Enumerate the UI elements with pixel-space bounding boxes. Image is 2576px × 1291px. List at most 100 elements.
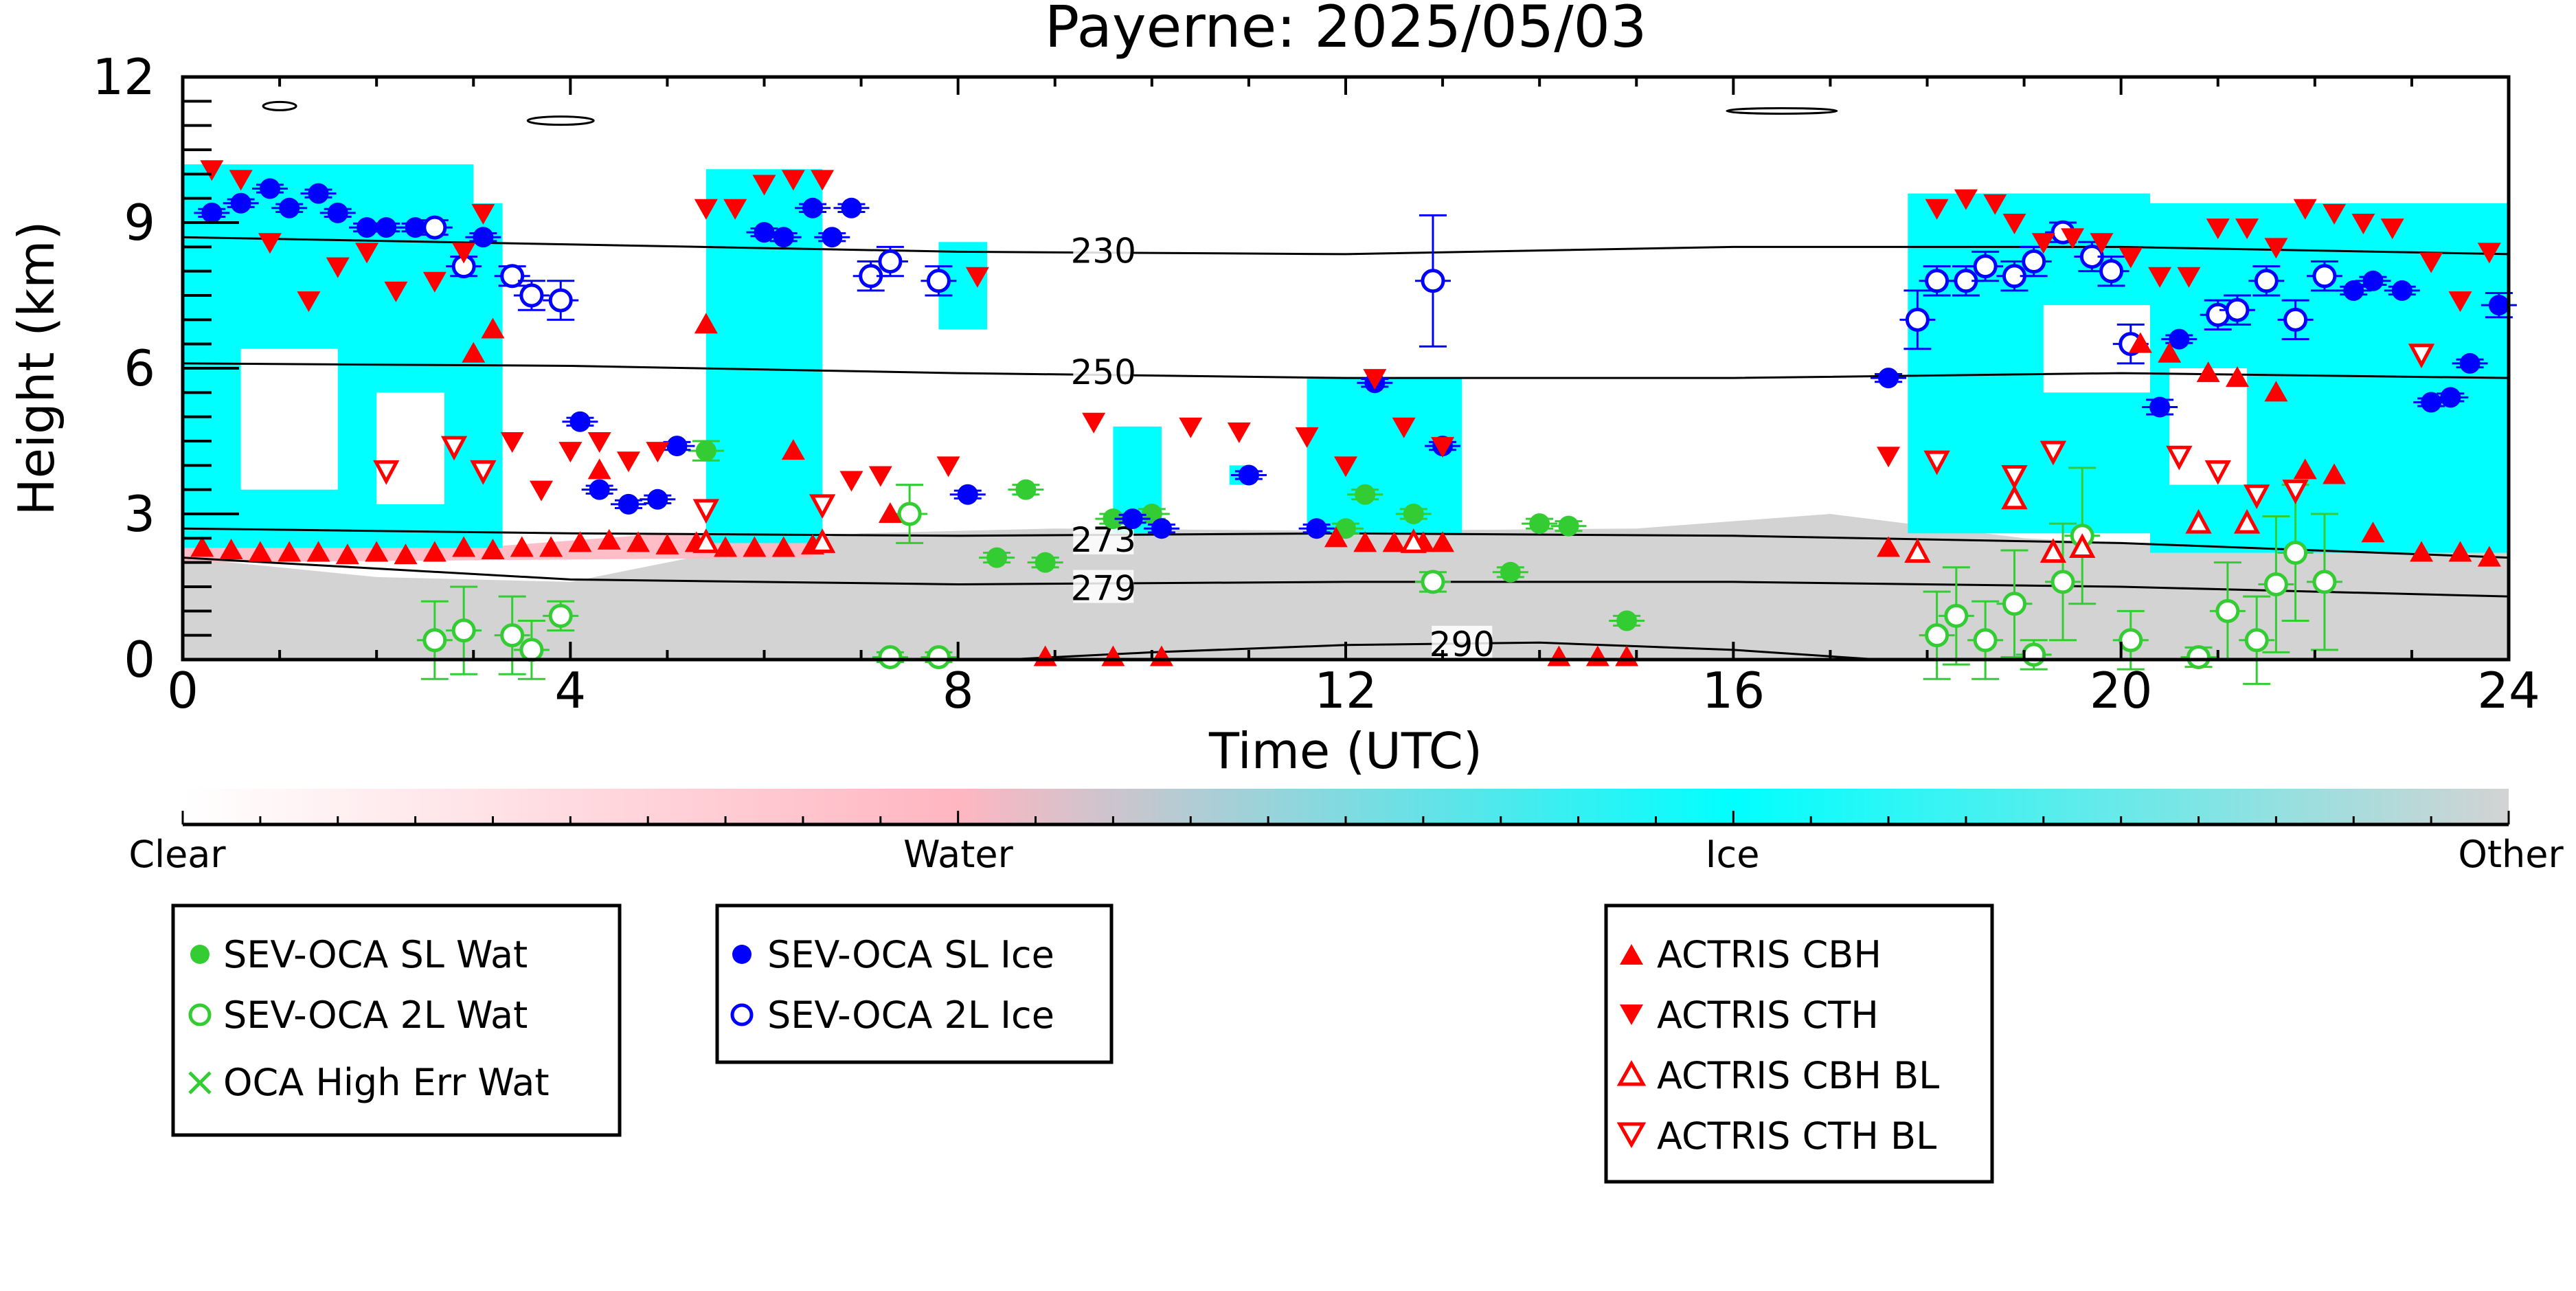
legend-marker-2l-wat [188, 1003, 212, 1026]
x-tick-label: 4 [554, 662, 586, 719]
data-point [2022, 642, 2046, 667]
data-point [1954, 189, 1978, 210]
data-point [405, 217, 426, 238]
data-point [2099, 259, 2124, 284]
data-point [965, 267, 989, 288]
data-point [1925, 623, 1950, 648]
data-point [2244, 628, 2269, 653]
data-point [2001, 484, 2028, 510]
data-series [190, 160, 2517, 685]
data-point [2148, 267, 2172, 288]
data-point [986, 547, 1008, 568]
isotherm-label-bg [1073, 232, 1134, 266]
data-point [422, 215, 447, 240]
data-point [2022, 249, 2046, 274]
data-point [2351, 214, 2375, 234]
data-point [2293, 458, 2317, 480]
data-point [1306, 518, 1327, 539]
data-point [229, 170, 253, 191]
data-point [714, 536, 738, 557]
curtain-clear-gap [376, 392, 444, 504]
series-actris-cth [200, 160, 2501, 502]
data-point [1925, 269, 1950, 293]
data-point [926, 644, 951, 669]
data-point [248, 541, 272, 562]
legend-label-sl-ice: SEV-OCA SL Ice [767, 933, 1054, 976]
legend-marker-sl-wat [190, 945, 210, 964]
curtain-clear-gap [240, 348, 338, 490]
high-cloud-outline [1726, 106, 1838, 115]
legend-label-sl-wat: SEV-OCA SL Wat [223, 933, 528, 976]
data-point [1238, 464, 1259, 486]
data-point [1877, 536, 1901, 557]
data-point [809, 528, 836, 553]
data-point [548, 288, 573, 313]
data-point [1431, 531, 1455, 552]
data-point [2128, 332, 2152, 353]
colorbar-label-clear: Clear [128, 833, 226, 876]
legend-ice: SEV-OCA SL Ice SEV-OCA 2L Ice [715, 903, 1114, 1064]
data-point [692, 499, 720, 524]
data-point [868, 466, 892, 487]
data-point [1122, 508, 1143, 530]
data-point [2204, 460, 2231, 485]
data-point [2040, 538, 2067, 563]
data-point [2361, 521, 2385, 543]
y-tick-label: 12 [92, 48, 155, 106]
data-point [1973, 254, 1998, 279]
data-point [2380, 218, 2404, 240]
legend-marker-sl-ice [732, 945, 752, 964]
isotherm-label: 250 [1071, 352, 1136, 392]
high-cloud-outline [526, 115, 595, 126]
data-point [2225, 298, 2250, 322]
data-point [1382, 531, 1406, 552]
data-point [1904, 538, 1931, 563]
data-point [1925, 199, 1949, 220]
series-actris-cth-bl [373, 344, 2435, 524]
legend-ice-frame [715, 903, 1114, 1064]
data-point [897, 502, 922, 526]
data-point [1400, 528, 1427, 553]
data-point [2002, 214, 2026, 234]
data-point [2254, 269, 2279, 293]
data-point [1421, 269, 1445, 293]
data-point [1905, 307, 1930, 332]
data-point [1973, 628, 1998, 653]
data-point [1355, 484, 1376, 505]
data-point [878, 644, 903, 669]
data-point [2477, 243, 2501, 264]
data-point [422, 541, 447, 562]
data-point [278, 541, 302, 562]
data-point [1335, 518, 1356, 539]
x-axis-label: Time (UTC) [1208, 722, 1482, 780]
data-point [452, 243, 476, 264]
series-sev-oca-2l-ice [416, 214, 2342, 365]
data-point [2235, 218, 2259, 240]
data-point [500, 432, 524, 453]
legends: SEV-OCA SL Wat SEV-OCA 2L Wat OCA High E… [171, 903, 1994, 1184]
data-point [1082, 412, 1106, 434]
data-point [809, 494, 836, 519]
data-point [258, 233, 282, 254]
data-point [1363, 369, 1387, 390]
data-point [452, 536, 476, 557]
data-point [308, 183, 329, 204]
x-tick-label: 24 [2477, 662, 2540, 719]
x-tick-label: 12 [1314, 662, 1377, 719]
x-tick-label: 20 [2090, 662, 2153, 719]
data-point [2185, 508, 2212, 534]
data-point [1923, 450, 1950, 475]
high-cloud-outline [262, 100, 297, 111]
data-point [647, 489, 668, 510]
data-point [1392, 417, 1416, 438]
isotherm-line [183, 557, 2509, 598]
isotherm-label-bg [1073, 521, 1134, 554]
colorbar-label-water: Water [903, 833, 1013, 876]
data-point [2419, 252, 2443, 273]
cloud-curtain [183, 100, 2509, 660]
data-point [587, 432, 611, 453]
data-point [470, 460, 497, 485]
data-point [2391, 280, 2413, 301]
